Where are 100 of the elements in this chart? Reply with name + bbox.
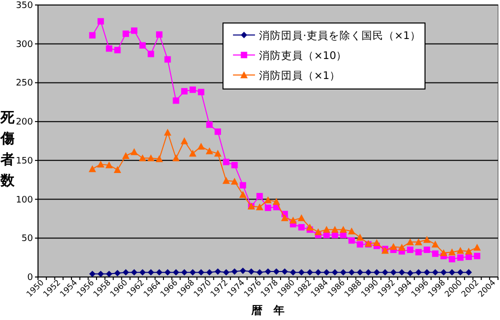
point — [398, 244, 406, 251]
point — [340, 226, 347, 233]
point — [406, 238, 414, 246]
point — [322, 226, 330, 233]
point — [240, 182, 246, 188]
point — [331, 226, 339, 233]
point — [457, 254, 464, 261]
point — [172, 154, 180, 162]
point — [156, 155, 163, 162]
point — [181, 88, 188, 94]
point — [206, 147, 214, 154]
y-tick-label: 100 — [16, 195, 34, 206]
point — [440, 249, 448, 256]
point — [114, 270, 121, 276]
y-tick-label: 0 — [27, 273, 34, 283]
point — [473, 244, 481, 251]
y-tick-label: 200 — [16, 118, 34, 128]
point — [374, 269, 380, 276]
point — [180, 137, 188, 144]
legend-label: 消防団員·吏員を除く国民（×1） — [259, 29, 421, 42]
point — [281, 214, 288, 222]
point — [189, 150, 196, 157]
point — [290, 269, 296, 276]
point — [206, 121, 213, 128]
point — [97, 160, 104, 168]
point — [172, 269, 180, 276]
point — [222, 158, 230, 166]
point — [164, 56, 171, 63]
point — [139, 42, 146, 49]
point — [264, 268, 272, 275]
point — [248, 268, 254, 275]
point — [465, 248, 472, 255]
legend-label: 消防団員（×1） — [259, 69, 340, 82]
point — [198, 269, 204, 276]
point — [390, 242, 398, 250]
point — [356, 241, 364, 248]
point — [98, 18, 104, 25]
point — [382, 269, 388, 276]
point — [164, 128, 172, 136]
point — [198, 88, 204, 96]
point — [448, 248, 456, 256]
y-tick-label: 150 — [16, 156, 34, 166]
point — [314, 228, 322, 236]
point — [474, 252, 480, 260]
point — [340, 269, 346, 276]
point — [105, 161, 113, 168]
point — [298, 214, 306, 222]
point — [206, 269, 213, 276]
point — [106, 270, 112, 278]
point — [432, 250, 438, 257]
point — [231, 268, 238, 275]
point — [406, 270, 414, 276]
point — [89, 32, 96, 39]
point — [256, 192, 263, 200]
point — [156, 31, 162, 38]
point — [456, 246, 464, 254]
y-tick-label: 350 — [16, 1, 34, 11]
point — [214, 128, 222, 135]
point — [306, 224, 314, 230]
point — [190, 86, 196, 93]
point — [423, 236, 431, 243]
point — [139, 269, 146, 276]
y-axis-title: 死傷者数 — [0, 110, 14, 189]
point — [323, 269, 330, 276]
point — [181, 269, 188, 276]
point — [432, 269, 438, 276]
point — [415, 269, 422, 276]
point — [390, 269, 397, 276]
point — [432, 240, 439, 248]
point — [130, 27, 138, 34]
point — [148, 50, 154, 58]
point — [239, 190, 247, 198]
point — [114, 46, 121, 54]
point — [373, 239, 380, 246]
legend-label: 消防吏員（×10） — [259, 49, 348, 62]
point — [122, 152, 130, 159]
point — [240, 268, 246, 274]
point — [222, 269, 230, 276]
y-tick-label: 300 — [16, 40, 34, 50]
point — [298, 269, 305, 276]
point — [448, 256, 456, 262]
point — [172, 97, 180, 104]
point — [89, 270, 96, 278]
point — [256, 269, 263, 276]
point — [230, 178, 238, 185]
point — [264, 196, 272, 204]
point — [130, 269, 138, 276]
point — [98, 270, 104, 278]
point — [214, 268, 222, 275]
point — [264, 204, 272, 212]
point — [365, 269, 372, 276]
point — [406, 246, 414, 253]
point — [356, 234, 364, 241]
point — [147, 154, 155, 162]
point — [415, 248, 422, 256]
point — [148, 269, 154, 276]
point — [398, 269, 406, 276]
point — [348, 227, 356, 234]
point — [414, 238, 422, 246]
point — [106, 45, 112, 52]
